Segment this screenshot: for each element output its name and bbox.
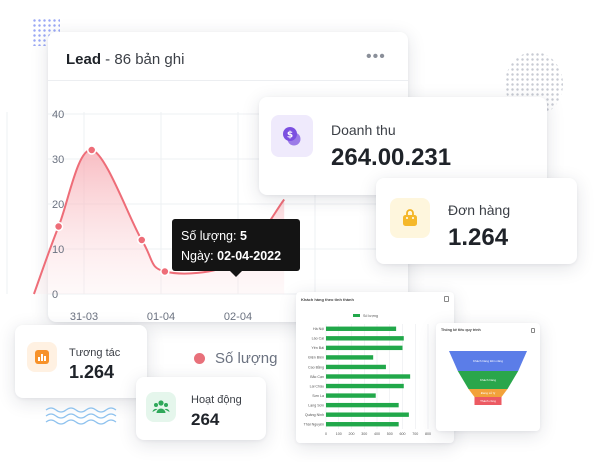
tooltip-quantity-label: Số lượng: — [181, 229, 240, 243]
activity-label: Hoạt động — [191, 394, 242, 406]
svg-text:$: $ — [287, 131, 293, 141]
revenue-label: Doanh thu — [331, 122, 396, 138]
bar-x-tick: 800 — [425, 432, 431, 436]
funnel-stage — [449, 351, 527, 371]
data-point — [53, 221, 64, 232]
tooltip-quantity-value: 5 — [239, 229, 247, 243]
funnel-stage — [457, 371, 519, 389]
funnel-stage-label: Khách hàng — [480, 378, 496, 382]
funnel-chart-card: Thống kê tiêu quy trình Khách hàng tiềm … — [436, 323, 540, 431]
province-bar-chart: Số lượng 0 100 200 300 400 500 600 700 800 Hà Nội L… — [304, 314, 431, 436]
bar — [326, 364, 386, 370]
lead-card-title: Lead - 86 bản ghi — [66, 51, 184, 68]
y-tick-label: 40 — [52, 109, 64, 121]
tooltip-date-row: Ngày: 02-04-2022 — [181, 246, 291, 266]
bar — [326, 383, 404, 389]
interactions-stat-card[interactable]: Tương tác 1.264 — [15, 325, 147, 398]
bar — [326, 355, 374, 360]
bar — [326, 422, 399, 427]
tooltip-arrow — [230, 271, 242, 277]
x-tick-label: 01-04 — [147, 311, 175, 323]
shopping-bag-icon — [390, 198, 430, 238]
bar-category-label: Lào Cai — [312, 337, 325, 341]
bar-x-tick: 300 — [361, 432, 367, 436]
funnel-stage-label: Đang xử lý — [481, 391, 496, 395]
data-point — [160, 266, 170, 277]
bar — [326, 326, 397, 331]
bar-x-tick: 700 — [412, 432, 418, 436]
revenue-value: 264.00.231 — [331, 144, 452, 171]
bar-category-label: Yên Bái — [311, 346, 324, 350]
bar-chart-icon — [27, 342, 57, 372]
tooltip-quantity-row: Số lượng: 5 — [181, 226, 291, 246]
funnel-chart-title: Thống kê tiêu quy trình — [441, 328, 481, 332]
orders-stat-card[interactable]: Đơn hàng 1.264 — [376, 178, 577, 264]
bar — [326, 402, 399, 408]
data-point — [86, 145, 97, 155]
y-tick-label: 30 — [52, 154, 64, 166]
y-tick-label: 10 — [52, 244, 64, 256]
activity-value: 264 — [191, 410, 220, 429]
dollar-coin-icon: $ — [271, 115, 313, 157]
bar-chart-title: Khách hàng theo tỉnh thành — [301, 297, 354, 302]
bar-category-label: Hà Nội — [313, 327, 324, 331]
y-tick-label: 20 — [52, 199, 64, 211]
interactions-value: 1.264 — [69, 362, 115, 382]
bar-x-tick: 400 — [374, 432, 380, 436]
lead-card-divider — [48, 80, 408, 81]
chart-tooltip: Số lượng: 5 Ngày: 02-04-2022 — [172, 219, 300, 277]
legend-marker — [194, 353, 205, 364]
orders-value: 1.264 — [448, 224, 509, 251]
bar-x-tick: 200 — [349, 432, 355, 436]
bar-category-label: Cao Bằng — [308, 364, 324, 369]
bar — [326, 393, 376, 398]
chart-legend[interactable]: Số lượng — [194, 350, 277, 367]
more-horizontal-icon[interactable]: ••• — [366, 48, 386, 65]
bar — [326, 374, 411, 379]
legend-swatch — [353, 314, 360, 317]
lead-title-bold: Lead — [66, 51, 102, 68]
legend-label: Số lượng — [215, 350, 278, 367]
funnel-stage — [468, 389, 508, 397]
x-tick-label: 31-03 — [70, 311, 98, 323]
bar — [326, 345, 403, 351]
bar-category-label: Quảng Ninh — [305, 413, 324, 417]
bar-category-label: Lai Châu — [310, 384, 324, 388]
x-tick-label: 02-04 — [224, 311, 252, 323]
bar-category-label: Điện Biên — [308, 356, 324, 360]
bar — [326, 412, 409, 417]
people-icon — [146, 392, 176, 422]
bar-x-tick: 600 — [400, 432, 406, 436]
y-tick-label: 0 — [52, 289, 58, 301]
lead-title-count: - 86 bản ghi — [101, 51, 185, 68]
bar-category-label: Sơn La — [312, 394, 324, 398]
activity-stat-card[interactable]: Hoạt động 264 — [136, 377, 266, 440]
bar-category-label: Bắc Cạn — [310, 374, 324, 379]
export-icon[interactable] — [531, 328, 535, 333]
decorative-waves — [45, 407, 117, 425]
tooltip-date-label: Ngày: — [181, 249, 218, 263]
bar-category-label: Lạng Sơn — [308, 403, 324, 407]
funnel-chart: Khách hàng tiềm năng Khách hàng Đang xử lý… — [449, 351, 527, 405]
area-fill — [33, 149, 285, 294]
funnel-stage-label: Thành công — [480, 399, 496, 403]
interactions-label: Tương tác — [69, 347, 121, 359]
bar-x-tick: 100 — [336, 432, 342, 436]
province-bar-chart-card: Khách hàng theo tỉnh thành Số lượng 0 100 2… — [296, 292, 454, 443]
bar-legend-label: Số lượng — [363, 314, 378, 318]
funnel-stage-label: Khách hàng tiềm năng — [473, 359, 503, 363]
bar-x-tick: 500 — [387, 432, 393, 436]
bar-x-tick: 0 — [325, 432, 327, 436]
tooltip-date-value: 02-04-2022 — [217, 249, 282, 263]
bar-category-label: Thái Nguyên — [304, 423, 324, 427]
funnel-stage — [474, 397, 502, 405]
export-icon[interactable] — [444, 296, 449, 302]
orders-label: Đơn hàng — [448, 202, 511, 218]
data-point — [137, 235, 147, 245]
bar — [326, 336, 404, 341]
